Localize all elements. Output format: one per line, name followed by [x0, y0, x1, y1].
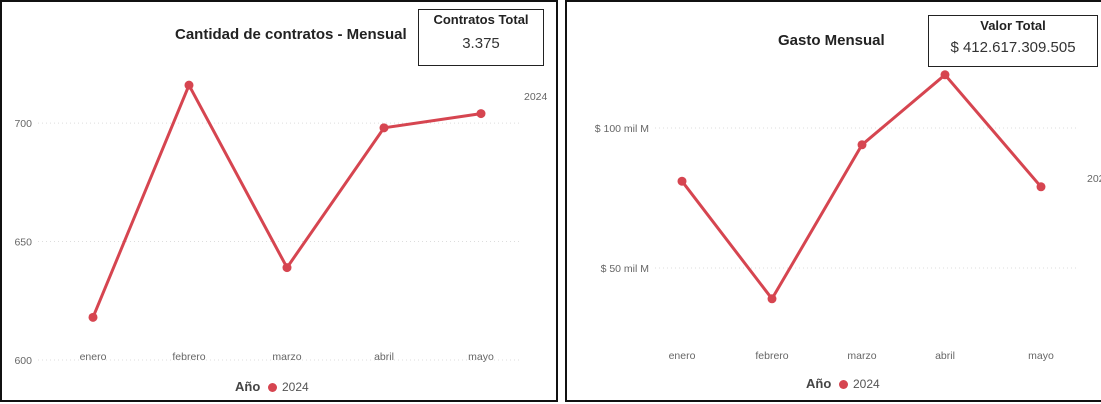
- spend-line-chart: $ 50 mil M $ 100 mil M enero febrero marzo ab…: [595, 70, 1101, 362]
- data-point: [476, 109, 486, 119]
- x-tick-label: mayo: [468, 351, 494, 363]
- data-point: [282, 263, 292, 273]
- spend-legend: Año 2024: [806, 376, 880, 391]
- spend-total-card: Valor Total $ 412.617.309.505: [928, 15, 1098, 67]
- x-tick-label: enero: [80, 351, 107, 363]
- x-tick-label: febrero: [172, 351, 205, 363]
- y-tick-label: 600: [14, 355, 32, 367]
- x-tick-label: febrero: [755, 350, 788, 362]
- data-point: [184, 80, 194, 90]
- series-end-label: 2024: [1087, 173, 1101, 185]
- y-tick-label: $ 50 mil M: [601, 263, 649, 275]
- data-point: [677, 176, 687, 186]
- y-tick-label: 700: [14, 118, 32, 130]
- data-point: [767, 294, 777, 304]
- spend-chart-panel: $ 50 mil M $ 100 mil M enero febrero marzo ab…: [565, 0, 1101, 402]
- x-tick-label: abril: [935, 350, 955, 362]
- legend-swatch: [838, 380, 848, 389]
- legend-entry: 2024: [852, 377, 880, 391]
- series-line: [680, 73, 1043, 301]
- spend-total-value: $ 412.617.309.505: [950, 39, 1076, 56]
- legend-title: Año: [806, 376, 832, 391]
- y-tick-label: $ 100 mil M: [595, 123, 649, 135]
- x-tick-label: enero: [669, 350, 696, 362]
- contracts-line-chart: 600 650 700 enero febrero marzo abril mayo 2024: [14, 80, 548, 367]
- x-tick-label: mayo: [1028, 350, 1054, 362]
- legend-title: Año: [235, 379, 261, 394]
- contracts-total-card: Contratos Total 3.375: [418, 9, 544, 66]
- spend-total-label: Valor Total: [980, 18, 1046, 33]
- x-tick-label: abril: [374, 351, 394, 363]
- series-end-label: 2024: [524, 91, 548, 103]
- x-tick-label: marzo: [272, 351, 301, 363]
- contracts-chart-panel: 600 650 700 enero febrero marzo abril mayo 2024 …: [0, 0, 558, 402]
- y-tick-label: 650: [14, 237, 32, 249]
- contracts-total-label: Contratos Total: [433, 12, 529, 27]
- data-point: [1036, 182, 1046, 192]
- spend-chart-title: Gasto Mensual: [778, 32, 885, 49]
- series-line: [91, 83, 482, 318]
- contracts-legend: Año 2024: [235, 379, 309, 394]
- legend-entry: 2024: [281, 380, 309, 394]
- data-point: [379, 123, 389, 133]
- data-point: [857, 140, 867, 150]
- legend-swatch: [267, 383, 277, 392]
- contracts-total-value: 3.375: [462, 35, 500, 52]
- contracts-chart-title: Cantidad de contratos - Mensual: [175, 26, 407, 43]
- data-point: [88, 312, 98, 322]
- data-point: [940, 70, 950, 80]
- x-tick-label: marzo: [847, 350, 876, 362]
